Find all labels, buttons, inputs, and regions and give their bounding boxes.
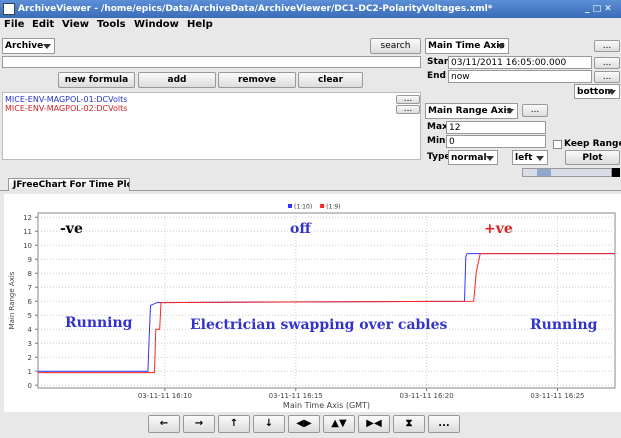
type-label: Type: [427, 152, 451, 162]
keep-checkbox[interactable]: [553, 140, 562, 149]
color-swatch: [612, 168, 620, 177]
menu-item[interactable]: File: [4, 19, 25, 30]
nav-button[interactable]: ◀▶: [288, 415, 320, 433]
x-tick-label: 03-11-11 16:15: [269, 392, 323, 400]
x-tick-label: 03-11-11 16:20: [400, 392, 454, 400]
y-tick-label: 8: [28, 270, 32, 278]
more-button[interactable]: ...: [594, 40, 620, 52]
title-bar: ArchiveViewer - /home/epics/Data/Archive…: [0, 0, 621, 18]
annotation: Running: [530, 317, 598, 333]
menu-item[interactable]: Tools: [97, 19, 126, 30]
more-button[interactable]: ...: [594, 71, 620, 83]
menu-item[interactable]: Window: [134, 19, 179, 30]
more-button[interactable]: ...: [396, 105, 420, 114]
annotation: Electrician swapping over cables: [190, 317, 448, 333]
range-axis-dropdown[interactable]: Main Range Axis: [425, 103, 518, 119]
side-dropdown[interactable]: left: [512, 150, 548, 165]
y-tick-label: 2: [28, 354, 32, 362]
end-label: End: [427, 71, 446, 81]
y-tick-label: 12: [23, 214, 32, 222]
formula-field[interactable]: [2, 56, 421, 68]
nav-button[interactable]: ↓: [253, 415, 285, 433]
time-axis-dropdown[interactable]: Main Time Axis: [425, 38, 509, 54]
y-tick-label: 6: [28, 298, 33, 306]
min-label: Min: [427, 136, 446, 146]
menu-item[interactable]: Edit: [32, 19, 55, 30]
annotation: -ve: [60, 221, 83, 237]
pv-list: [2, 92, 421, 160]
x-tick-label: 03-11-11 16:10: [138, 392, 192, 400]
y-axis-label: Main Range Axis: [8, 271, 16, 329]
y-tick-label: 0: [28, 382, 32, 390]
start-label: Start: [427, 57, 453, 67]
nav-button[interactable]: ←: [148, 415, 180, 433]
y-tick-label: 10: [23, 242, 32, 250]
more-button[interactable]: ...: [522, 104, 548, 117]
search-button[interactable]: search: [370, 38, 421, 54]
legend-swatch: [320, 204, 325, 208]
legend-swatch: [288, 204, 292, 208]
action-button[interactable]: clear: [298, 72, 363, 88]
plot-button[interactable]: Plot: [565, 150, 620, 165]
nav-button[interactable]: ▲▼: [323, 415, 355, 433]
y-tick-label: 3: [28, 340, 32, 348]
nav-button[interactable]: ▶◀: [358, 415, 390, 433]
nav-button[interactable]: ...: [428, 415, 460, 433]
min-field[interactable]: 0: [446, 135, 546, 148]
action-button[interactable]: remove: [218, 72, 296, 88]
y-tick-label: 7: [28, 284, 32, 292]
keep-label: Keep Ranges: [564, 139, 621, 149]
annotation: off: [290, 221, 312, 237]
y-tick-label: 9: [28, 256, 32, 264]
annotation: Running: [65, 315, 133, 331]
data-line: [38, 253, 615, 372]
data-line: [38, 253, 615, 374]
annotation: +ve: [484, 221, 513, 237]
menu-bar: [0, 18, 621, 32]
menu-item[interactable]: Help: [187, 19, 213, 30]
app-icon: [3, 3, 15, 15]
action-button[interactable]: add: [138, 72, 216, 88]
slider[interactable]: [522, 168, 612, 177]
tab-line: [0, 190, 621, 191]
nav-button[interactable]: →: [183, 415, 215, 433]
y-tick-label: 5: [28, 312, 32, 320]
window-controls[interactable]: _ □ ✕: [585, 4, 612, 14]
pv-item[interactable]: MICE-ENV-MAGPOL-02:DCVolts: [5, 104, 128, 113]
x-tick-label: 03-11-11 16:25: [530, 392, 584, 400]
archive-dropdown[interactable]: Archive: [2, 38, 55, 54]
slider-thumb[interactable]: [537, 169, 551, 176]
more-button[interactable]: ...: [396, 95, 420, 104]
pv-item[interactable]: MICE-ENV-MAGPOL-01:DCVolts: [5, 95, 128, 104]
x-axis-label: Main Time Axis (GMT): [283, 401, 370, 410]
y-tick-label: 4: [28, 326, 33, 334]
legend-label: (1:9): [326, 204, 340, 211]
end-field[interactable]: now: [448, 70, 592, 83]
max-field[interactable]: 12: [446, 121, 546, 134]
plot-area: [37, 212, 616, 389]
y-tick-label: 1: [28, 368, 32, 376]
legend-label: (1:10): [294, 204, 312, 211]
position-dropdown[interactable]: bottom: [574, 84, 620, 99]
tab[interactable]: JFreeChart For Time Plots: [8, 178, 130, 191]
action-button[interactable]: new formula: [58, 72, 135, 88]
max-label: Max: [427, 122, 448, 132]
y-tick-label: 11: [23, 228, 32, 236]
nav-button[interactable]: ↑: [218, 415, 250, 433]
start-field[interactable]: 03/11/2011 16:05:00.000: [448, 56, 592, 69]
menu-item[interactable]: View: [62, 19, 90, 30]
nav-button[interactable]: ⧗: [393, 415, 425, 433]
type-dropdown[interactable]: normal: [448, 150, 498, 165]
more-button[interactable]: ...: [594, 57, 620, 69]
